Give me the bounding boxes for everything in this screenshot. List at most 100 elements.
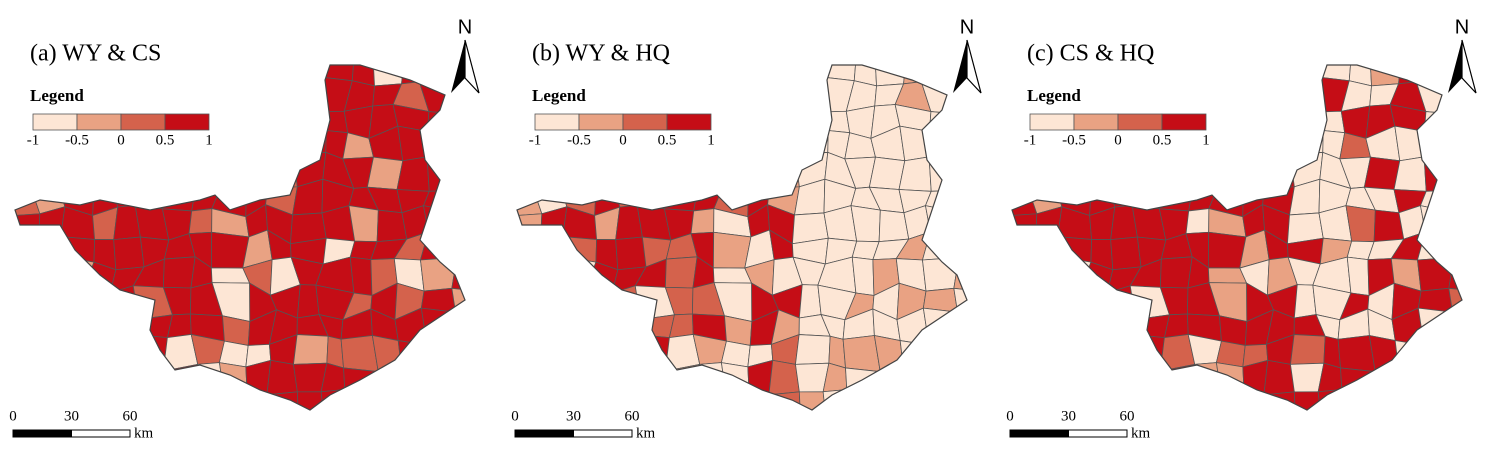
region bbox=[929, 395, 955, 410]
region bbox=[1012, 232, 1041, 263]
region bbox=[673, 416, 696, 450]
region bbox=[1293, 284, 1317, 319]
legend-swatch bbox=[666, 113, 712, 131]
region bbox=[879, 371, 905, 397]
region bbox=[899, 370, 932, 399]
region bbox=[820, 110, 851, 134]
region bbox=[1157, 387, 1188, 410]
region bbox=[15, 232, 44, 263]
region bbox=[611, 128, 645, 167]
region bbox=[1026, 155, 1059, 192]
region bbox=[478, 282, 511, 313]
region bbox=[929, 419, 955, 452]
region bbox=[418, 65, 452, 83]
region bbox=[1012, 361, 1031, 400]
region bbox=[86, 370, 121, 401]
region bbox=[1168, 416, 1191, 450]
region bbox=[1052, 163, 1093, 192]
region bbox=[1210, 421, 1248, 449]
region bbox=[928, 156, 955, 192]
region bbox=[662, 387, 693, 410]
region bbox=[138, 365, 164, 391]
region bbox=[1470, 100, 1488, 136]
region bbox=[450, 155, 465, 192]
scale-label: 30 bbox=[1061, 408, 1076, 424]
region bbox=[210, 231, 250, 269]
region bbox=[266, 153, 298, 190]
region bbox=[37, 132, 65, 165]
legend-label: 0.5 bbox=[658, 132, 677, 148]
region bbox=[1104, 365, 1142, 401]
region bbox=[1397, 414, 1429, 449]
region bbox=[1260, 102, 1294, 139]
panel-title: (b) WY & HQ bbox=[532, 41, 670, 67]
region bbox=[851, 256, 875, 296]
region bbox=[445, 127, 465, 159]
north-arrow-right bbox=[464, 39, 480, 94]
region bbox=[15, 339, 40, 375]
region bbox=[62, 371, 92, 399]
region bbox=[1219, 315, 1248, 346]
region bbox=[539, 236, 564, 263]
region bbox=[517, 257, 546, 293]
legend-label: 0 bbox=[1114, 132, 1122, 148]
region bbox=[1184, 390, 1222, 410]
legend-title: Legend bbox=[1027, 86, 1081, 105]
region bbox=[451, 287, 465, 313]
scale-label: 30 bbox=[64, 408, 79, 424]
legend-swatch bbox=[164, 113, 210, 131]
legend-label: -0.5 bbox=[1062, 132, 1086, 148]
region bbox=[984, 334, 1007, 366]
region bbox=[954, 310, 967, 335]
region bbox=[1290, 334, 1326, 365]
region bbox=[741, 65, 775, 77]
region bbox=[534, 371, 567, 400]
region bbox=[60, 256, 95, 292]
region bbox=[976, 156, 1012, 190]
legend-label: -1 bbox=[1024, 132, 1037, 148]
region bbox=[498, 262, 533, 295]
region bbox=[849, 422, 882, 441]
map-outline bbox=[516, 64, 968, 411]
region bbox=[88, 74, 118, 112]
region bbox=[1260, 73, 1293, 112]
region bbox=[1012, 257, 1041, 293]
region bbox=[740, 133, 780, 163]
region bbox=[473, 100, 508, 136]
region bbox=[1081, 314, 1116, 348]
region bbox=[1082, 154, 1111, 184]
region bbox=[33, 340, 66, 375]
region bbox=[1424, 395, 1450, 410]
region bbox=[981, 78, 1006, 112]
region bbox=[517, 314, 542, 342]
region bbox=[1394, 340, 1425, 373]
region bbox=[347, 422, 380, 441]
region bbox=[247, 417, 274, 449]
region bbox=[161, 79, 195, 113]
region bbox=[842, 335, 881, 373]
region bbox=[222, 315, 251, 346]
region bbox=[712, 231, 752, 269]
region bbox=[533, 256, 569, 293]
region bbox=[29, 155, 62, 192]
region bbox=[1263, 359, 1295, 396]
region bbox=[1447, 155, 1462, 192]
region bbox=[1442, 111, 1462, 129]
region bbox=[483, 311, 511, 334]
region bbox=[1012, 283, 1032, 321]
region bbox=[1057, 236, 1093, 263]
region bbox=[1394, 370, 1427, 399]
region bbox=[1394, 387, 1431, 410]
panel-title: (a) WY & CS bbox=[30, 41, 161, 67]
north-arrow-left bbox=[451, 40, 465, 93]
region bbox=[163, 65, 194, 88]
region bbox=[1291, 110, 1324, 139]
north-arrow-left bbox=[1448, 40, 1462, 93]
region bbox=[504, 282, 530, 314]
region bbox=[1260, 65, 1297, 79]
region bbox=[1263, 417, 1296, 444]
region bbox=[1243, 388, 1265, 410]
north-arrow-left bbox=[953, 40, 967, 93]
region bbox=[56, 314, 92, 348]
region bbox=[557, 163, 598, 192]
